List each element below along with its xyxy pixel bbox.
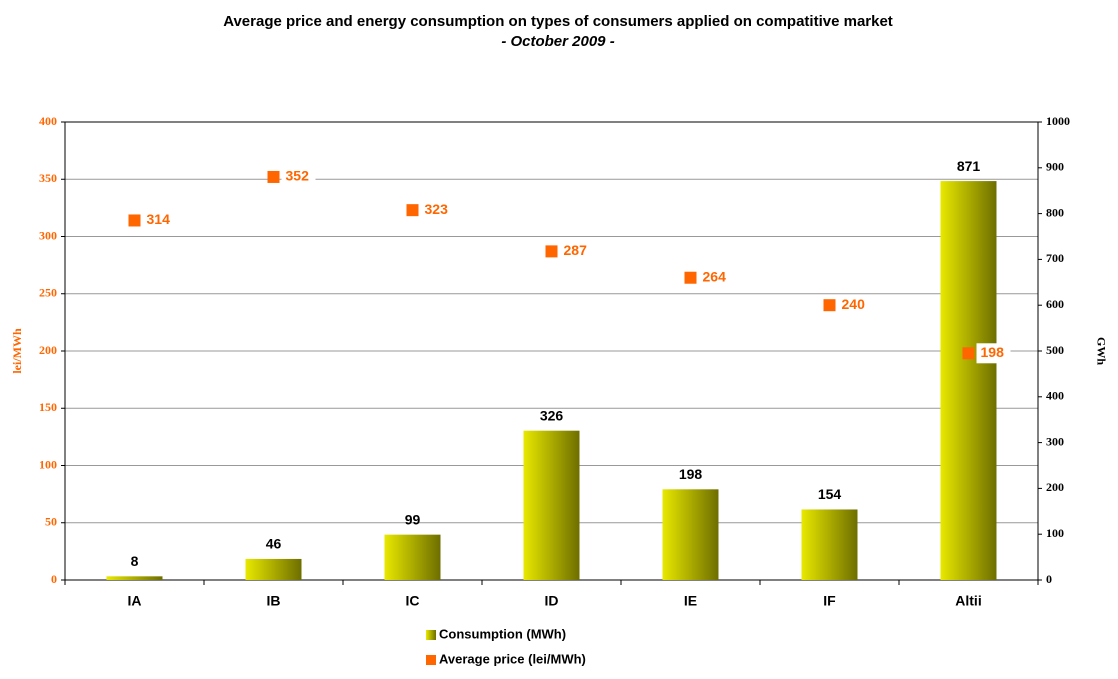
x-tick-label: Altii bbox=[955, 593, 981, 609]
price-label-bg bbox=[142, 210, 177, 231]
y2-tick-label: 500 bbox=[1046, 343, 1064, 357]
price-marker bbox=[406, 204, 419, 217]
y2-tick-label: 600 bbox=[1046, 297, 1064, 311]
y-tick-label: 100 bbox=[39, 457, 57, 471]
y2-tick-label: 200 bbox=[1046, 480, 1064, 494]
bar-value-label: 871 bbox=[957, 158, 981, 174]
chart-title: Average price and energy consumption on … bbox=[223, 13, 893, 30]
price-marker bbox=[962, 347, 975, 360]
bar bbox=[106, 576, 163, 580]
price-value-label: 323 bbox=[425, 201, 449, 217]
y2-tick-label: 800 bbox=[1046, 205, 1064, 219]
price-value-label: 352 bbox=[286, 168, 310, 184]
price-marker bbox=[684, 271, 697, 284]
bar bbox=[384, 534, 441, 580]
y2-axis-label: GWh bbox=[1094, 337, 1108, 365]
bar-value-label: 154 bbox=[818, 486, 842, 502]
bar-value-label: 198 bbox=[679, 466, 703, 482]
bar bbox=[245, 558, 302, 580]
bar bbox=[662, 489, 719, 580]
x-tick-label: IE bbox=[684, 593, 697, 609]
y-tick-label: 200 bbox=[39, 343, 57, 357]
y-tick-label: 0 bbox=[51, 572, 57, 586]
y2-tick-label: 700 bbox=[1046, 251, 1064, 265]
bar-value-label: 326 bbox=[540, 407, 564, 423]
legend-label: Average price (lei/MWh) bbox=[439, 651, 586, 666]
price-label-bg bbox=[837, 295, 872, 316]
legend-marker bbox=[426, 630, 436, 640]
x-tick-label: IC bbox=[406, 593, 420, 609]
price-marker bbox=[545, 245, 558, 258]
price-label-bg bbox=[420, 200, 455, 221]
price-value-label: 287 bbox=[564, 242, 588, 258]
y2-tick-label: 900 bbox=[1046, 160, 1064, 174]
y2-tick-label: 1000 bbox=[1046, 114, 1070, 128]
y2-tick-label: 0 bbox=[1046, 572, 1052, 586]
bar bbox=[801, 509, 858, 580]
bar-value-label: 8 bbox=[131, 553, 139, 569]
x-tick-label: ID bbox=[545, 593, 559, 609]
x-tick-label: IF bbox=[823, 593, 836, 609]
price-value-label: 264 bbox=[703, 268, 727, 284]
y-tick-label: 300 bbox=[39, 228, 57, 242]
price-label-bg bbox=[559, 241, 594, 262]
y2-tick-label: 100 bbox=[1046, 526, 1064, 540]
legend-label: Consumption (MWh) bbox=[439, 626, 566, 641]
price-label-bg bbox=[698, 267, 733, 288]
y-tick-label: 350 bbox=[39, 171, 57, 185]
chart-subtitle: - October 2009 - bbox=[501, 33, 614, 50]
y-tick-label: 400 bbox=[39, 114, 57, 128]
y-tick-label: 150 bbox=[39, 400, 57, 414]
price-value-label: 314 bbox=[147, 211, 171, 227]
y2-tick-label: 300 bbox=[1046, 434, 1064, 448]
x-tick-label: IA bbox=[128, 593, 142, 609]
price-label-bg bbox=[976, 343, 1011, 364]
price-value-label: 198 bbox=[981, 344, 1005, 360]
bar-value-label: 99 bbox=[405, 511, 421, 527]
y-tick-label: 250 bbox=[39, 286, 57, 300]
price-value-label: 240 bbox=[842, 296, 866, 312]
y-tick-label: 50 bbox=[45, 515, 57, 529]
price-marker bbox=[128, 214, 141, 227]
bar bbox=[940, 181, 997, 580]
x-tick-label: IB bbox=[267, 593, 281, 609]
y-axis-label: lei/MWh bbox=[10, 328, 24, 374]
price-marker bbox=[823, 299, 836, 312]
bar-value-label: 46 bbox=[266, 536, 282, 552]
y2-tick-label: 400 bbox=[1046, 389, 1064, 403]
bar bbox=[523, 430, 580, 580]
price-marker bbox=[267, 170, 280, 183]
legend-marker bbox=[426, 655, 436, 665]
price-label-bg bbox=[281, 166, 316, 187]
